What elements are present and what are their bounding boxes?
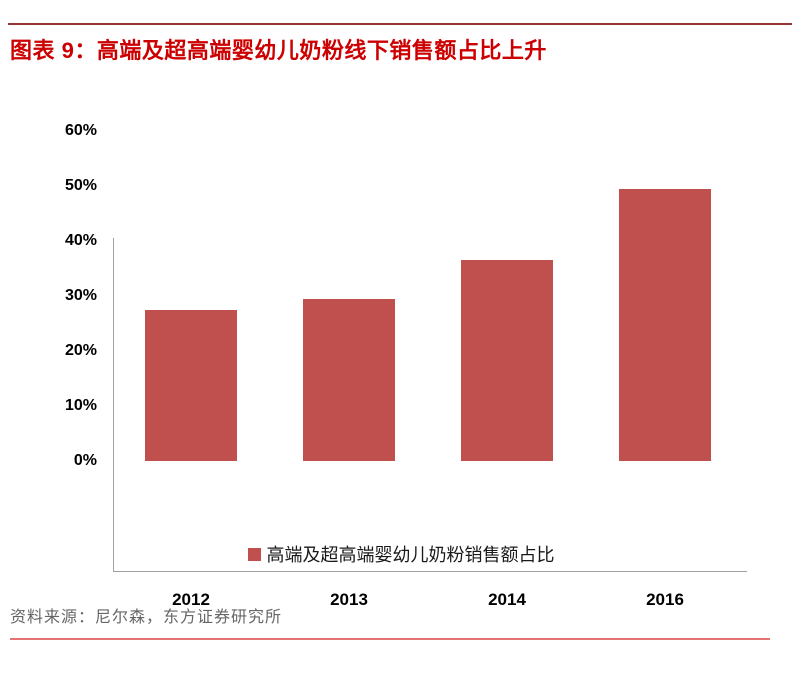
y-tick-label: 50%	[64, 177, 97, 194]
y-tick-label: 10%	[64, 397, 97, 414]
bar-2013	[303, 299, 395, 461]
x-tick-label: 2014	[488, 590, 526, 609]
y-tick-label: 20%	[64, 342, 97, 359]
y-tick-label: 40%	[64, 232, 97, 249]
top-divider	[8, 23, 792, 25]
source-note: 资料来源：尼尔森，东方证券研究所	[10, 609, 283, 626]
legend-label: 高端及超高端婴幼儿奶粉销售额占比	[266, 545, 555, 566]
bar-2016	[619, 189, 711, 461]
x-axis-line	[113, 571, 747, 572]
y-tick-label: 0%	[73, 452, 97, 469]
y-tick-label: 60%	[64, 122, 97, 139]
y-tick-label: 30%	[64, 287, 97, 304]
x-tick-label: 2016	[646, 590, 684, 609]
legend-swatch	[247, 547, 261, 561]
bar-chart: 0% 10% 20% 30% 40% 50% 60% 2012 2013 2014 2016	[0, 110, 802, 609]
x-tick-label: 2012	[172, 590, 210, 609]
y-axis-line	[113, 238, 114, 572]
chart-legend: 高端及超高端婴幼儿奶粉销售额占比	[0, 540, 802, 568]
figure-title: 图表 9：高端及超高端婴幼儿奶粉线下销售额占比上升	[10, 38, 547, 63]
bar-2012	[145, 310, 237, 461]
x-tick-label: 2013	[330, 590, 368, 609]
bottom-divider	[10, 638, 770, 640]
bar-2014	[461, 260, 553, 461]
